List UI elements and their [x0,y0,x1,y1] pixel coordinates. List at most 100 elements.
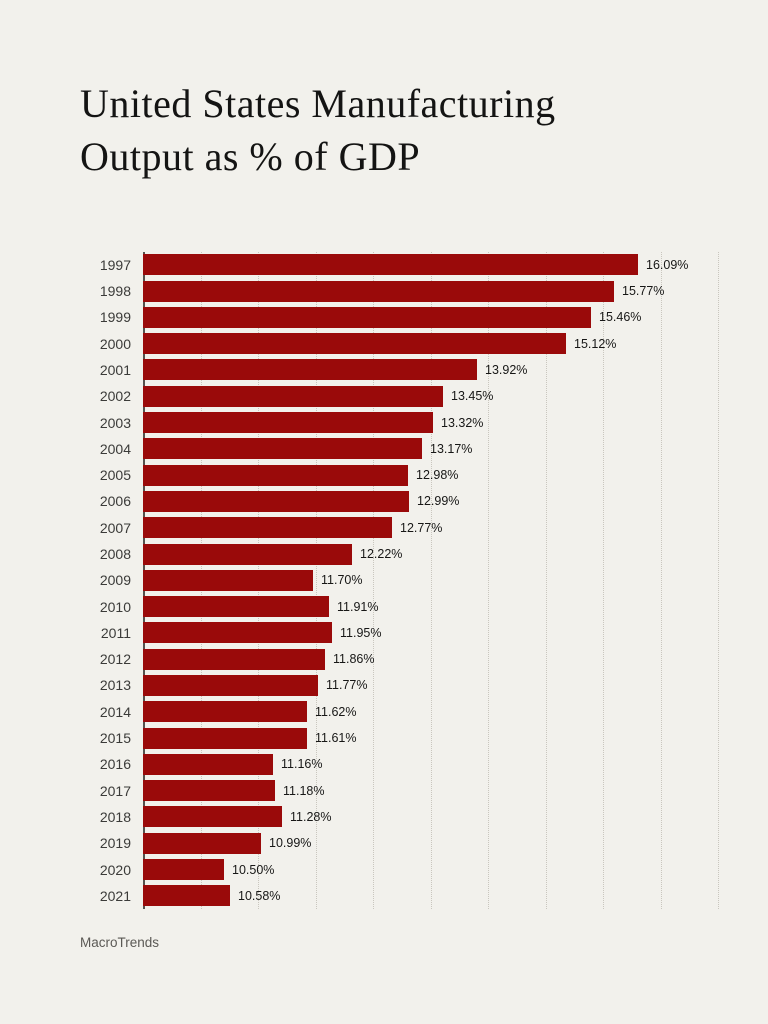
year-label: 2013 [99,677,131,694]
value-label: 11.86% [333,652,375,667]
bar-row: 2013 11.77% [80,672,728,698]
bar-row: 2012 11.86% [80,646,728,672]
year-label: 2010 [99,598,131,615]
gridline [603,251,604,910]
bar-chart: 1997 16.09% 1998 15.77% 1999 15.46% 2000 15.12%… [80,251,728,910]
bar [143,648,325,670]
value-label: 13.17% [430,441,473,456]
value-label: 11.16% [281,757,323,772]
bar [143,596,329,618]
bar [143,438,422,460]
bar [143,254,638,276]
bar [143,832,261,854]
bar-row: 1997 16.09% [80,252,728,278]
year-label: 2016 [99,756,131,773]
year-label: 2015 [99,730,131,747]
year-label: 1999 [99,309,131,326]
bar-row: 2004 13.17% [80,436,728,462]
bar [143,674,318,696]
year-label: 2021 [99,887,131,904]
value-label: 11.70% [321,573,363,588]
bar [143,280,614,302]
bar-row: 2003 13.32% [80,409,728,435]
bar-row: 1999 15.46% [80,304,728,330]
bar-row: 2001 13.92% [80,357,728,383]
year-label: 2017 [99,782,131,799]
gridline [545,251,547,910]
gridline [373,251,374,910]
value-label: 11.61% [315,731,357,746]
value-label: 13.32% [441,415,484,430]
gridline [488,251,489,910]
bar-row: 2008 12.22% [80,541,728,567]
bar [143,727,307,749]
gridline [660,251,662,910]
chart-title: United States Manufacturing Output as % … [80,0,768,184]
bar-row: 2007 12.77% [80,515,728,541]
year-label: 1998 [99,283,131,300]
value-label: 10.58% [238,888,281,903]
bar-row: 2011 11.95% [80,620,728,646]
year-label: 2000 [99,335,131,352]
value-label: 12.22% [360,547,403,561]
year-label: 2012 [99,651,131,668]
value-label: 11.77% [326,678,368,693]
value-label: 16.09% [646,257,689,272]
bar [143,806,282,828]
bar-row: 2016 11.16% [80,751,728,777]
year-label: 1997 [99,256,131,273]
bar [143,622,332,644]
bar [143,412,433,434]
value-label: 11.28% [290,809,332,824]
year-label: 2001 [99,361,131,378]
value-label: 10.99% [269,836,312,851]
value-label: 12.77% [400,520,443,535]
bar-row: 2021 10.58% [80,883,728,909]
year-label: 2007 [99,519,131,536]
bar-row: 2019 10.99% [80,830,728,856]
bar-row: 2002 13.45% [80,383,728,409]
bar-row: 2005 12.98% [80,462,728,488]
bar [143,780,275,802]
bar-row: 2020 10.50% [80,856,728,882]
chart-title-line-1: United States Manufacturing [80,81,556,126]
bar [143,359,477,381]
gridline [430,251,432,910]
bar [143,859,224,881]
year-label: 2020 [99,861,131,878]
bar-row: 2009 11.70% [80,567,728,593]
bar [143,333,566,355]
bar-row: 2000 15.12% [80,330,728,356]
bar-row: 2014 11.62% [80,699,728,725]
bar-row: 2006 12.99% [80,488,728,514]
year-label: 2003 [99,414,131,431]
bar [143,753,273,775]
bar [143,385,443,407]
bar-row: 2010 11.91% [80,593,728,619]
year-label: 2011 [100,624,131,641]
value-label: 15.46% [599,310,642,325]
value-label: 15.77% [622,284,665,299]
bar-row: 2015 11.61% [80,725,728,751]
year-label: 2009 [99,572,131,589]
bar-rows: 1997 16.09% 1998 15.77% 1999 15.46% 2000 15.12%… [80,252,728,909]
bar-row: 2017 11.18% [80,778,728,804]
bar [143,885,230,907]
value-label: 13.45% [451,389,494,404]
value-label: 11.62% [315,704,357,719]
value-label: 11.91% [337,599,379,614]
value-label: 12.99% [417,494,460,509]
chart-title-line-2: Output as % of GDP [80,133,421,179]
gridline [718,251,719,910]
value-label: 11.95% [340,625,382,640]
year-label: 2019 [99,835,131,852]
year-label: 2014 [99,703,131,720]
gridline [315,251,317,910]
year-label: 2018 [99,808,131,825]
year-label: 2006 [99,493,131,510]
year-label: 2005 [99,467,131,484]
value-label: 15.12% [574,336,617,351]
year-label: 2008 [99,546,131,562]
year-label: 2002 [99,388,131,405]
